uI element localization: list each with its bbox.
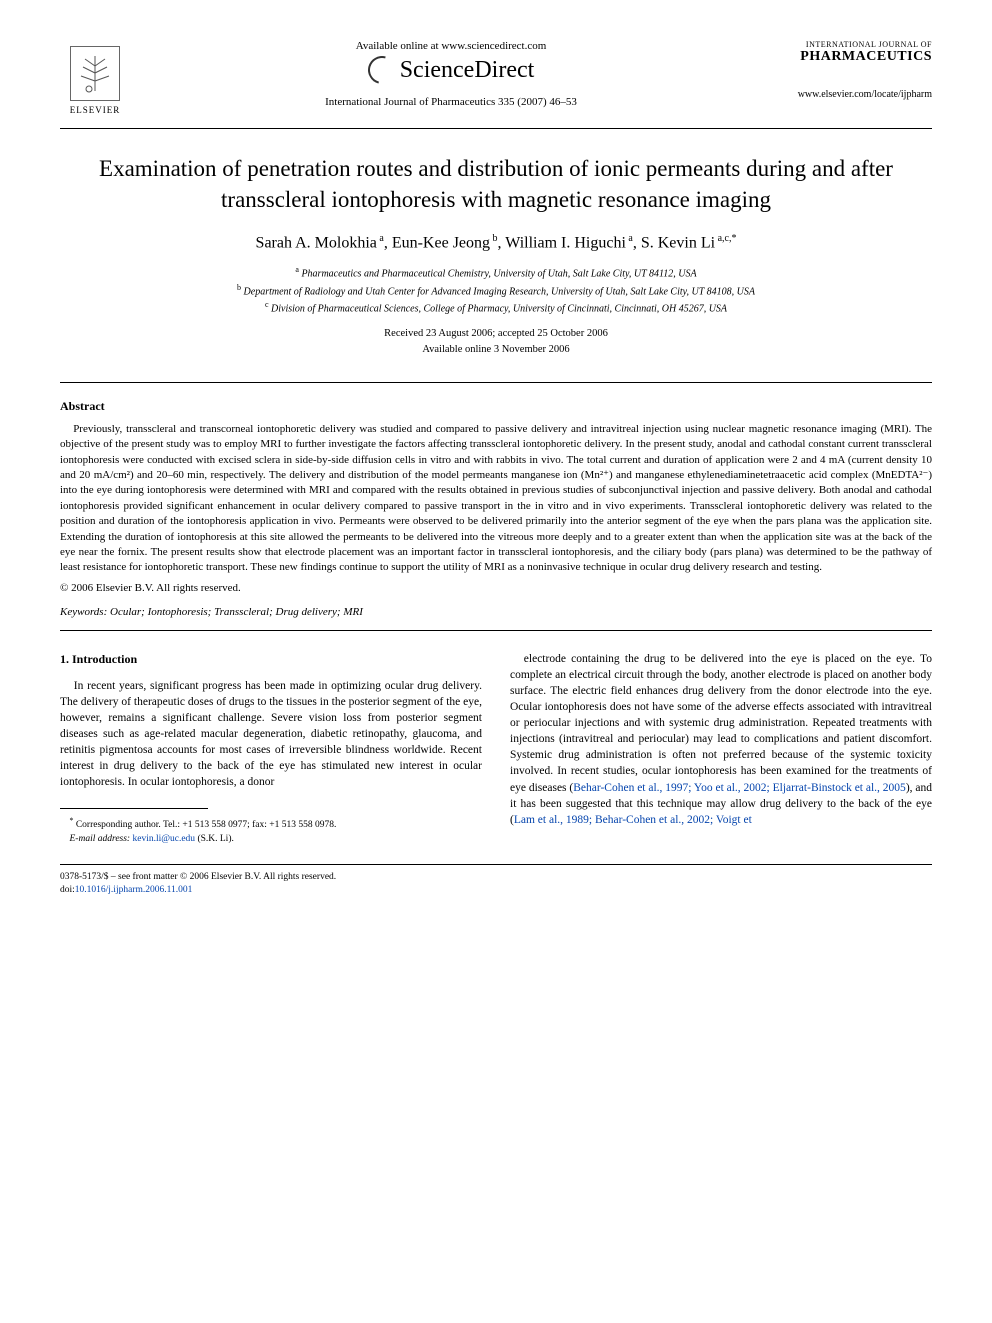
keywords-line: Keywords: Ocular; Iontophoresis; Transsc… [60, 606, 932, 618]
elsevier-label: ELSEVIER [70, 105, 121, 115]
available-online-text: Available online at www.sciencedirect.co… [130, 40, 772, 52]
email-label: E-mail address: [70, 834, 131, 844]
abstract-heading: Abstract [60, 399, 932, 414]
citation-link-2[interactable]: Lam et al., 1989; Behar-Cohen et al., 20… [514, 814, 752, 826]
affiliation-c: c Division of Pharmaceutical Sciences, C… [60, 299, 932, 316]
elsevier-logo: ELSEVIER [60, 40, 130, 120]
elsevier-tree-icon [70, 46, 120, 101]
email-paren: (S.K. Li). [197, 834, 233, 844]
section-1-heading: 1. Introduction [60, 651, 482, 668]
affiliations: a Pharmaceutics and Pharmaceutical Chemi… [60, 264, 932, 316]
abstract-copyright: © 2006 Elsevier B.V. All rights reserved… [60, 582, 932, 594]
affiliation-a: a Pharmaceutics and Pharmaceutical Chemi… [60, 264, 932, 281]
journal-url: www.elsevier.com/locate/ijpharm [772, 89, 932, 100]
keywords-label: Keywords: [60, 606, 107, 618]
authors-line: Sarah A. Molokhia a, Eun-Kee Jeong b, Wi… [60, 233, 932, 252]
journal-reference: International Journal of Pharmaceutics 3… [130, 96, 772, 108]
header-rule [60, 128, 932, 129]
abstract-body: Previously, transscleral and transcornea… [60, 422, 932, 576]
body-columns: 1. Introduction In recent years, signifi… [60, 651, 932, 846]
footer-doi-line: doi:10.1016/j.ijpharm.2006.11.001 [60, 884, 932, 897]
center-header: Available online at www.sciencedirect.co… [130, 40, 772, 108]
article-title: Examination of penetration routes and di… [60, 153, 932, 215]
abstract-top-rule [60, 382, 932, 383]
footnote-rule [60, 808, 208, 809]
intro-paragraph-left: In recent years, significant progress ha… [60, 678, 482, 791]
article-dates: Received 23 August 2006; accepted 25 Oct… [60, 326, 932, 358]
doi-prefix: doi: [60, 885, 75, 895]
received-accepted-date: Received 23 August 2006; accepted 25 Oct… [60, 326, 932, 342]
journal-name-small: INTERNATIONAL JOURNAL OF [772, 40, 932, 49]
available-online-date: Available online 3 November 2006 [60, 342, 932, 358]
doi-link[interactable]: 10.1016/j.ijpharm.2006.11.001 [75, 885, 193, 895]
sciencedirect-logo: ScienceDirect [130, 56, 772, 84]
affiliation-b: b Department of Radiology and Utah Cente… [60, 282, 932, 299]
citation-link-1[interactable]: Behar-Cohen et al., 1997; Yoo et al., 20… [573, 782, 906, 794]
keywords-list: Ocular; Iontophoresis; Transscleral; Dru… [110, 606, 363, 618]
sciencedirect-swoosh-icon [363, 51, 401, 89]
intro-paragraph-right: electrode containing the drug to be deli… [510, 651, 932, 828]
journal-name-large: PHARMACEUTICS [772, 49, 932, 65]
journal-branding: INTERNATIONAL JOURNAL OF PHARMACEUTICS w… [772, 40, 932, 100]
page-header: ELSEVIER Available online at www.science… [60, 40, 932, 120]
column-right: electrode containing the drug to be deli… [510, 651, 932, 846]
abstract-bottom-rule [60, 630, 932, 631]
sciencedirect-text: ScienceDirect [400, 57, 535, 84]
footer-front-matter: 0378-5173/$ – see front matter © 2006 El… [60, 871, 932, 884]
corresponding-email-link[interactable]: kevin.li@uc.edu [132, 834, 195, 844]
footer-rule [60, 864, 932, 865]
corresponding-author-footnote: * Corresponding author. Tel.: +1 513 558… [60, 815, 482, 832]
column-left: 1. Introduction In recent years, signifi… [60, 651, 482, 846]
corresponding-email-line: E-mail address: kevin.li@uc.edu (S.K. Li… [60, 833, 482, 846]
